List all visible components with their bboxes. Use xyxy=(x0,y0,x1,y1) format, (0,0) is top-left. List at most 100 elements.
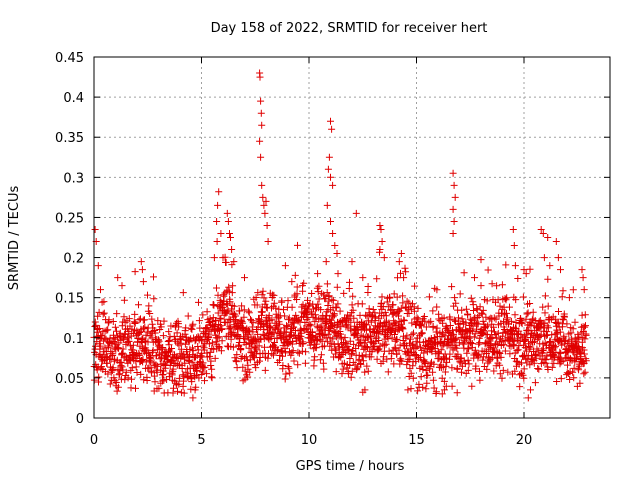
data-point xyxy=(534,365,542,372)
data-point xyxy=(496,361,504,369)
data-point xyxy=(160,317,168,325)
data-point xyxy=(128,375,135,383)
data-point xyxy=(394,306,402,314)
data-point xyxy=(211,354,219,362)
data-point xyxy=(91,318,99,326)
data-point xyxy=(337,322,345,330)
data-point xyxy=(506,350,514,358)
data-point xyxy=(502,261,510,269)
data-point xyxy=(419,366,427,373)
data-point xyxy=(453,344,461,352)
data-point xyxy=(469,322,477,330)
data-point xyxy=(137,258,145,266)
data-point xyxy=(223,209,231,217)
data-point xyxy=(517,319,525,326)
y-tick-label: 0.15 xyxy=(55,292,84,307)
data-point xyxy=(313,284,321,292)
data-point xyxy=(256,137,264,145)
data-point xyxy=(465,360,473,368)
data-point xyxy=(581,323,589,331)
data-point xyxy=(442,322,450,330)
data-point xyxy=(285,314,293,322)
data-point xyxy=(136,329,144,336)
data-point xyxy=(326,342,334,350)
data-point xyxy=(188,322,196,330)
data-point xyxy=(105,316,113,324)
data-point xyxy=(529,308,537,316)
data-point xyxy=(364,283,372,290)
data-point xyxy=(131,319,139,327)
data-point xyxy=(439,319,447,327)
data-point xyxy=(495,348,503,356)
data-point xyxy=(216,296,224,304)
data-point xyxy=(259,193,267,201)
data-point xyxy=(341,339,349,347)
data-point xyxy=(259,287,267,295)
data-point xyxy=(210,254,218,262)
data-point xyxy=(391,331,398,338)
data-point xyxy=(327,173,334,181)
data-point xyxy=(106,380,114,388)
data-point xyxy=(537,226,545,233)
data-point xyxy=(237,345,245,353)
data-point xyxy=(283,322,290,330)
data-point xyxy=(429,376,437,384)
data-point xyxy=(114,383,122,391)
data-point xyxy=(511,311,519,319)
data-point xyxy=(141,337,149,345)
data-point xyxy=(518,369,526,377)
data-point xyxy=(457,354,465,362)
data-point xyxy=(104,326,112,334)
data-point xyxy=(206,348,214,356)
data-point xyxy=(452,334,460,342)
data-point xyxy=(276,320,284,328)
data-point xyxy=(298,347,306,355)
data-point xyxy=(307,321,315,329)
data-point xyxy=(336,307,344,315)
data-point xyxy=(245,309,253,317)
y-axis-label: SRMTID / TECUs xyxy=(7,186,22,291)
data-point xyxy=(425,293,433,301)
data-point xyxy=(477,282,485,290)
data-point xyxy=(435,350,443,358)
data-point xyxy=(559,287,567,295)
data-point xyxy=(281,375,289,383)
data-point xyxy=(524,394,532,402)
data-point xyxy=(450,218,458,225)
data-point xyxy=(278,297,286,305)
data-point xyxy=(135,351,143,359)
data-point xyxy=(97,286,104,294)
data-point xyxy=(229,328,237,336)
data-point xyxy=(471,274,478,282)
data-point xyxy=(526,361,534,369)
data-point xyxy=(406,345,414,353)
y-tick-label: 0.2 xyxy=(63,252,84,267)
data-point xyxy=(252,337,260,345)
data-point xyxy=(334,270,342,278)
data-point xyxy=(299,340,307,347)
data-point xyxy=(359,274,367,282)
data-point xyxy=(473,305,481,313)
data-point xyxy=(193,367,201,375)
data-point xyxy=(456,320,464,327)
data-point xyxy=(544,234,552,241)
data-point xyxy=(483,331,491,339)
data-point xyxy=(411,282,419,290)
data-point xyxy=(175,374,183,382)
data-point xyxy=(210,301,218,309)
data-point xyxy=(213,334,221,342)
data-point xyxy=(337,330,344,338)
data-point xyxy=(261,300,269,308)
data-point xyxy=(244,326,252,334)
data-point xyxy=(340,289,348,297)
data-point xyxy=(550,344,558,352)
data-point xyxy=(474,314,482,321)
data-point xyxy=(107,368,115,376)
data-point xyxy=(402,268,410,276)
data-point xyxy=(154,317,162,325)
data-point xyxy=(189,394,197,402)
data-point xyxy=(553,378,561,385)
data-point xyxy=(350,340,358,348)
data-point xyxy=(384,368,392,376)
data-point xyxy=(564,361,571,369)
